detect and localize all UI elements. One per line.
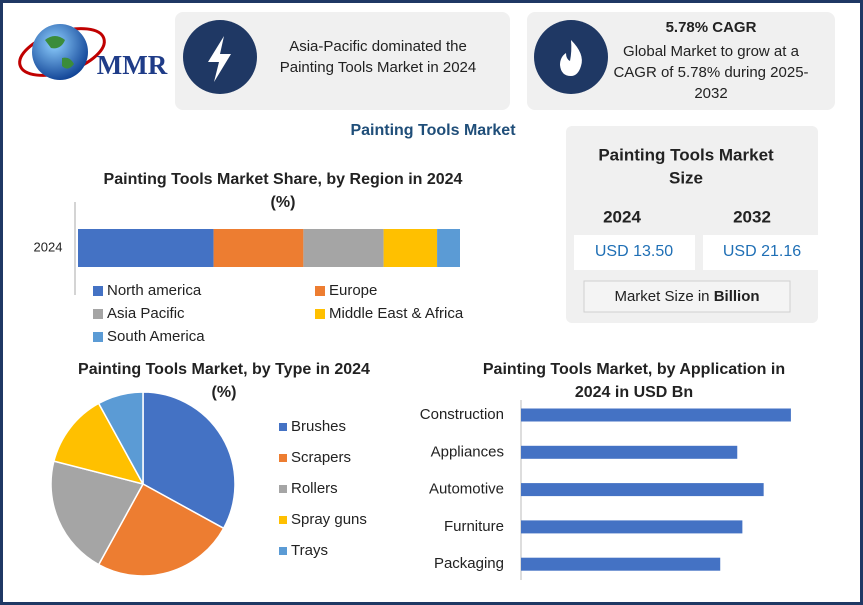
legend-label: Scrapers [291, 449, 351, 466]
bolt-icon [208, 36, 231, 82]
unit: Billion [714, 288, 760, 305]
category-label: Automotive [429, 481, 504, 498]
chart-title: (%) [212, 384, 237, 401]
card [527, 12, 835, 110]
unit-box [583, 280, 791, 313]
unit-label: Market Size in Billion [614, 288, 759, 305]
category-label: Appliances [431, 443, 504, 460]
legend-label: North america [107, 282, 202, 299]
category-label: Packaging [434, 555, 504, 572]
legend-swatch [279, 547, 287, 555]
legend-swatch [93, 332, 103, 342]
market-size-panel [566, 126, 818, 323]
chart-title: Painting Tools Market, by Type in 2024 [78, 361, 370, 378]
bar [521, 520, 743, 534]
pie-slice [97, 482, 225, 577]
panel-title: Painting Tools Market [598, 145, 774, 164]
pie-slice [142, 391, 236, 530]
legend-swatch [279, 485, 287, 493]
chart-title: Painting Tools Market Share, by Region i… [104, 171, 463, 188]
main-title: Painting Tools Market [350, 122, 516, 139]
legend-swatch [279, 454, 287, 462]
value-box [574, 235, 695, 270]
legend-swatch [315, 286, 325, 296]
legend-swatch [279, 423, 287, 431]
chart-title: 2024 in USD Bn [575, 384, 693, 401]
legend-label: Middle East & Africa [329, 305, 464, 322]
bar-segment [213, 229, 304, 267]
year: 2024 [603, 207, 641, 226]
card-text: Global Market to grow at a [623, 43, 800, 60]
bar-segment [437, 229, 460, 267]
card-title: 5.78% CAGR [666, 19, 757, 36]
legend-label: Brushes [291, 418, 346, 435]
logo: MMR [18, 24, 168, 80]
pie-slice [97, 391, 144, 485]
card-text: Asia-Pacific dominated the [289, 38, 467, 55]
legend-label: Trays [291, 542, 328, 559]
year: 2032 [733, 207, 771, 226]
bar [521, 557, 721, 571]
legend-label: Rollers [291, 480, 338, 497]
pie-slice [52, 402, 145, 486]
bar-segment [383, 229, 438, 267]
size-value: USD 21.16 [723, 243, 801, 260]
category-label: 2024 [34, 239, 63, 254]
chart-title: Painting Tools Market, by Application in [483, 361, 785, 378]
bar-segment [78, 229, 214, 267]
size-value: USD 13.50 [595, 243, 673, 260]
category-label: Furniture [444, 518, 504, 535]
chart-title: (%) [271, 194, 296, 211]
legend-label: Europe [329, 282, 377, 299]
category-label: Construction [420, 406, 504, 423]
legend-label: Spray guns [291, 511, 367, 528]
card-text: Painting Tools Market in 2024 [280, 59, 477, 76]
legend-label: South America [107, 328, 205, 345]
logo-text: MMR [97, 50, 168, 80]
bar [521, 483, 764, 497]
legend-swatch [93, 286, 103, 296]
card [175, 12, 510, 110]
legend-swatch [315, 309, 325, 319]
flame-icon [560, 40, 582, 76]
bar-segment [303, 229, 384, 267]
legend-swatch [93, 309, 103, 319]
legend-label: Asia Pacific [107, 305, 185, 322]
unit-text: Market Size in [614, 288, 709, 305]
card-text: 2032 [694, 85, 727, 102]
value-box [703, 235, 818, 270]
bar [521, 408, 791, 422]
bar [521, 445, 738, 459]
pie-slice [50, 460, 145, 566]
legend-swatch [279, 516, 287, 524]
panel-title: Size [669, 168, 703, 187]
card-text: CAGR of 5.78% during 2025- [613, 64, 808, 81]
